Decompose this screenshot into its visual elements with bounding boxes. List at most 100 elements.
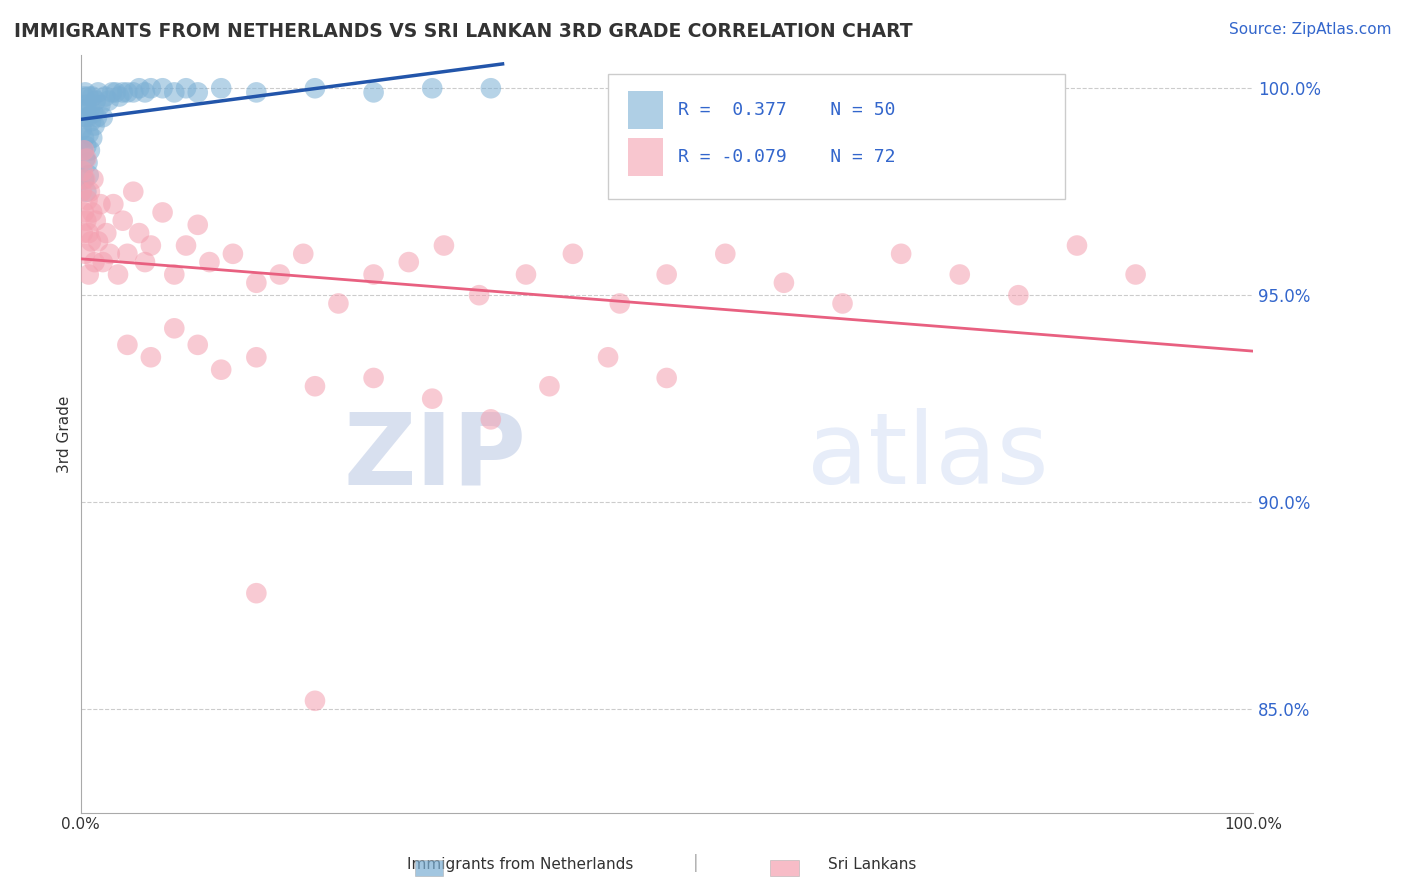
Point (91, 110, 114, 124)
Point (80, 114, 103, 128)
Point (245, 351, 267, 365)
Point (76, 193, 98, 207)
Point (163, 86, 186, 100)
Point (72, 144, 94, 158)
Point (77, 226, 100, 240)
Point (72, 226, 94, 240)
Point (79, 102, 101, 116)
Point (80, 235, 103, 249)
Point (222, 247, 245, 261)
Text: Source: ZipAtlas.com: Source: ZipAtlas.com (1229, 22, 1392, 37)
Point (596, 351, 619, 365)
Point (73, 172, 96, 186)
Point (82, 131, 104, 145)
Point (77, 268, 100, 282)
Point (561, 247, 583, 261)
Point (72, 164, 94, 178)
Point (76, 155, 98, 169)
Point (117, 247, 139, 261)
Point (83, 119, 105, 133)
Point (117, 338, 139, 352)
Point (97, 94, 120, 108)
Text: R = -0.079    N = 72: R = -0.079 N = 72 (679, 148, 896, 167)
Point (75, 185, 97, 199)
Point (73, 144, 96, 158)
Point (103, 197, 125, 211)
Point (75, 172, 97, 186)
Point (163, 321, 186, 335)
Point (128, 81, 150, 95)
Point (479, 81, 502, 95)
Point (831, 296, 853, 310)
Point (304, 81, 326, 95)
FancyBboxPatch shape (628, 138, 664, 177)
Point (79, 185, 101, 199)
Point (73, 131, 96, 145)
Point (101, 86, 124, 100)
Point (83, 255, 105, 269)
Point (209, 362, 232, 376)
Point (714, 247, 737, 261)
Point (104, 86, 127, 100)
Point (111, 213, 134, 227)
Point (655, 268, 678, 282)
Point (139, 351, 162, 365)
Point (174, 81, 197, 95)
Point (1007, 288, 1029, 302)
Point (187, 218, 209, 232)
Point (890, 247, 912, 261)
Point (1125, 268, 1147, 282)
Point (174, 238, 197, 252)
Point (420, 81, 443, 95)
Point (70, 122, 93, 136)
Point (128, 226, 150, 240)
Point (363, 86, 385, 100)
Point (89, 197, 111, 211)
Point (111, 86, 134, 100)
Point (209, 81, 232, 95)
Point (96, 226, 118, 240)
Point (79, 144, 101, 158)
Text: atlas: atlas (807, 408, 1049, 505)
Point (86, 110, 108, 124)
Point (139, 81, 162, 95)
Text: IMMIGRANTS FROM NETHERLANDS VS SRI LANKAN 3RD GRADE CORRELATION CHART: IMMIGRANTS FROM NETHERLANDS VS SRI LANKA… (14, 22, 912, 41)
Point (363, 371, 385, 385)
Point (479, 412, 502, 426)
Point (269, 268, 291, 282)
Point (292, 247, 315, 261)
Point (139, 238, 162, 252)
Point (75, 86, 97, 100)
Text: Immigrants from Netherlands: Immigrants from Netherlands (406, 857, 634, 872)
Point (84, 94, 107, 108)
Text: ZIP: ZIP (343, 408, 526, 505)
Point (84, 213, 107, 227)
Point (75, 247, 97, 261)
FancyBboxPatch shape (628, 92, 664, 129)
Point (363, 268, 385, 282)
Point (75, 152, 97, 166)
Point (77, 127, 100, 141)
Text: R =  0.377    N = 50: R = 0.377 N = 50 (679, 102, 896, 120)
Point (398, 255, 420, 269)
Point (75, 152, 97, 166)
Point (949, 268, 972, 282)
Point (773, 276, 796, 290)
Point (75, 110, 97, 124)
Text: |: | (693, 855, 699, 872)
Point (655, 371, 678, 385)
Point (75, 139, 97, 153)
Point (117, 86, 139, 100)
Point (91, 255, 114, 269)
Point (75, 213, 97, 227)
Y-axis label: 3rd Grade: 3rd Grade (58, 395, 72, 473)
Point (89, 97, 111, 112)
Point (122, 185, 145, 199)
Point (77, 89, 100, 103)
Point (98, 247, 121, 261)
Text: Sri Lankans: Sri Lankans (828, 857, 915, 872)
Point (87, 235, 110, 249)
Point (163, 268, 186, 282)
Point (122, 86, 145, 100)
Point (134, 255, 156, 269)
